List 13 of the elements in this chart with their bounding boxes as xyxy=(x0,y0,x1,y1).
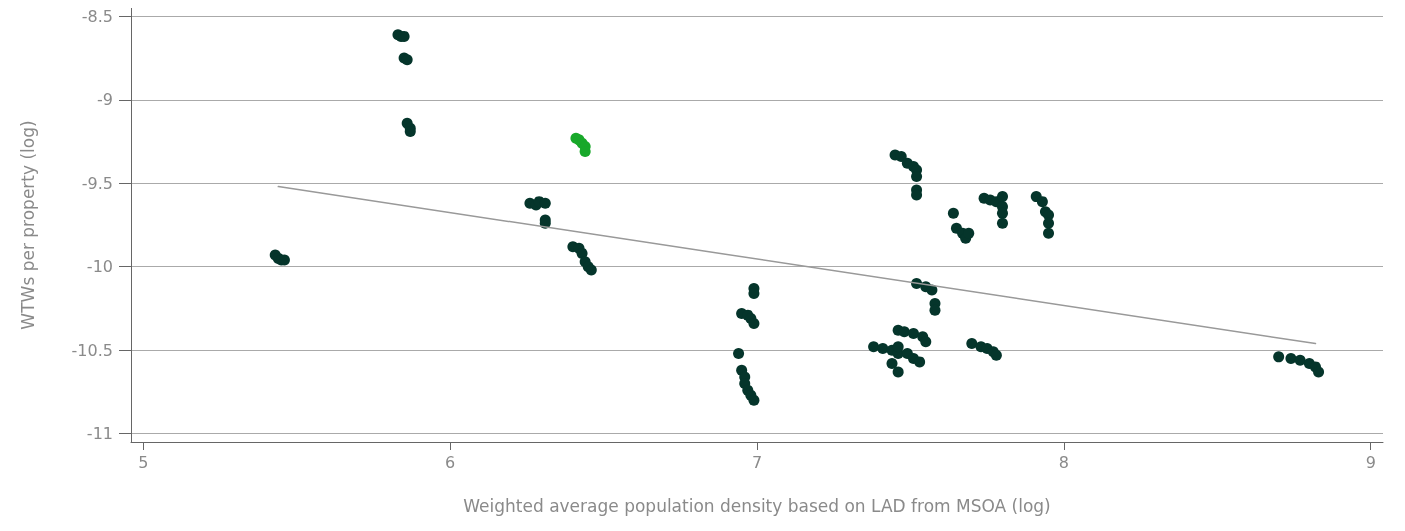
y-tick-label: -9 xyxy=(97,90,113,110)
x-tick-label: 6 xyxy=(445,452,456,472)
x-tick-label: 5 xyxy=(138,452,149,472)
x-axis-title: Weighted average population density based on LAD from MSOA (log) xyxy=(463,495,1051,516)
y-tick-label: -11 xyxy=(86,424,113,444)
x-tick-label: 8 xyxy=(1058,452,1069,472)
x-tick-label: 7 xyxy=(751,452,763,472)
y-axis-title: WTWs per property (log) xyxy=(17,120,38,330)
y-tick-label: -10.5 xyxy=(71,340,113,360)
y-tick-label: -8.5 xyxy=(81,6,113,26)
y-tick-label: -9.5 xyxy=(81,173,113,193)
x-tick-label: 9 xyxy=(1365,452,1376,472)
y-tick-label: -10 xyxy=(86,257,113,277)
